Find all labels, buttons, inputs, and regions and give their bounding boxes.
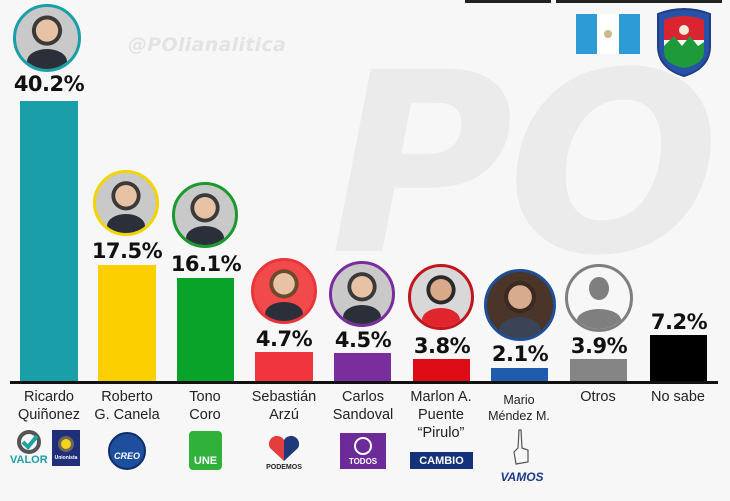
candidate-name: Sebastián Arzú: [251, 389, 317, 423]
pct-label: 4.5%: [334, 328, 392, 352]
avatar-roberto-canela: [93, 170, 159, 236]
cambio-logo-icon: CAMBIO: [410, 452, 473, 469]
candidate-name: Otros: [580, 389, 616, 405]
unionista-logo-icon: Unionista: [52, 430, 80, 466]
top-border-right: [556, 0, 722, 3]
candidate-name: Ricardo Quiñonez: [17, 389, 81, 423]
pct-label: 16.1%: [170, 252, 242, 276]
handle-watermark: @POlianalitica: [128, 34, 287, 56]
podemos-logo-icon: PODEMOS: [264, 435, 304, 475]
bar-carlos-sandoval: [334, 353, 391, 382]
pct-label: 40.2%: [13, 72, 85, 96]
top-border-left: [465, 0, 551, 3]
valor-logo-icon: VALOR: [10, 430, 50, 468]
avatar-marlon-puente: [408, 264, 474, 330]
todos-logo-icon: TODOS: [340, 433, 386, 469]
pct-label: 17.5%: [91, 239, 163, 263]
pct-label: 2.1%: [491, 342, 549, 366]
generic-person-icon: [565, 264, 633, 332]
pct-label: 3.9%: [570, 334, 628, 358]
bar-no-sabe: [650, 335, 707, 382]
avatar-ricardo-quinonez: [13, 4, 81, 72]
une-logo-icon: UNE: [189, 431, 222, 470]
pct-label: 4.7%: [255, 327, 313, 351]
x-axis-baseline: [10, 381, 718, 384]
pct-label: 7.2%: [650, 310, 708, 334]
candidate-name: No sabe: [650, 389, 705, 405]
candidate-name: Roberto G. Canela: [94, 389, 160, 423]
candidate-name: Tono Coro: [189, 389, 221, 423]
candidate-name: Mario Méndez M.: [488, 393, 550, 423]
creo-logo-icon: CREO: [108, 432, 146, 470]
bar-mario-mendez: [491, 368, 548, 382]
avatar-mario-mendez: [484, 269, 556, 341]
avatar-carlos-sandoval: [329, 261, 395, 327]
bar-roberto-canela: [98, 265, 156, 382]
coat-of-arms-icon: [657, 8, 711, 78]
candidate-name: Carlos Sandoval: [332, 389, 394, 423]
bar-sebastian-arzu: [255, 352, 313, 382]
bar-ricardo-quinonez: [20, 101, 78, 382]
candidate-name: Marlon A. Puente “Pirulo”: [410, 389, 472, 441]
bar-tono-coro: [177, 278, 234, 382]
guatemala-flag-icon: [576, 14, 640, 54]
avatar-sebastian-arzu: [251, 258, 317, 324]
avatar-tono-coro: [172, 182, 238, 248]
po-watermark: PO: [330, 19, 720, 310]
bar-marlon-puente: [413, 359, 470, 382]
vamos-logo-icon: VAMOS: [496, 428, 548, 490]
pct-label: 3.8%: [413, 334, 471, 358]
bar-otros: [570, 359, 627, 382]
